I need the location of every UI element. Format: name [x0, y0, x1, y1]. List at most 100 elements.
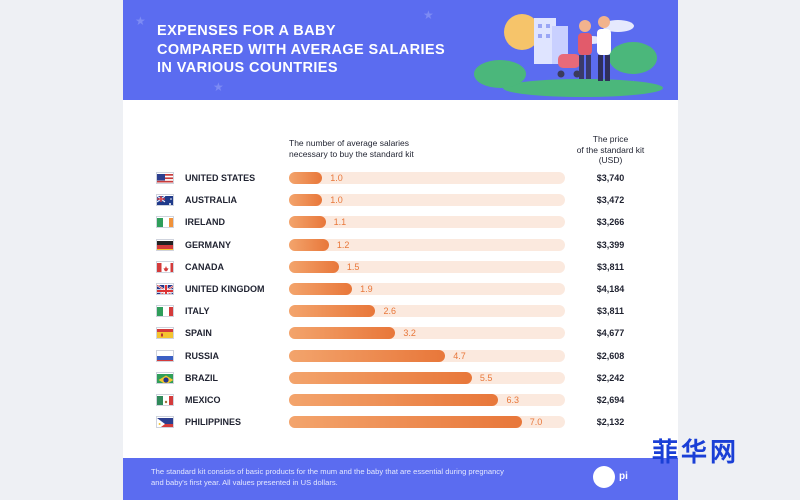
chart-row: IRELAND 1.1 $3,266: [123, 211, 678, 233]
price-header-line: The price: [592, 134, 629, 144]
flag-icon: [156, 260, 174, 273]
country-label: BRAZIL: [185, 372, 218, 383]
family-illustration: [474, 14, 663, 97]
footnote-line: The standard kit consists of basic produ…: [151, 467, 504, 476]
footnote-line: and baby's first year. All values presen…: [151, 477, 338, 487]
bar: [289, 371, 472, 384]
bar-track: [289, 238, 565, 251]
country-label: SPAIN: [185, 328, 212, 339]
flag-icon: [156, 305, 174, 318]
watermark-text: 菲华网: [652, 438, 740, 468]
bar: [289, 394, 499, 406]
country-label: GERMANY: [185, 239, 232, 250]
star-icon: ★: [213, 80, 224, 94]
country-label: MEXICO: [185, 395, 221, 405]
bar-value-label: 5.5: [479, 372, 493, 383]
price-label: $3,472: [596, 195, 625, 206]
price-label: $3,740: [596, 173, 625, 183]
price-header-line: of the standard kit: [576, 144, 645, 155]
bar-value-label: 4.7: [453, 350, 466, 361]
price-label: $3,399: [596, 239, 625, 250]
price-label: $3,811: [596, 306, 625, 317]
star-icon: ★: [423, 8, 434, 22]
bar-track: [289, 283, 565, 295]
country-label: ITALY: [185, 306, 210, 317]
flag-icon: [156, 371, 174, 384]
price-label: $2,694: [596, 395, 625, 405]
country-label: CANADA: [185, 261, 224, 272]
bar-value-label: 1.9: [360, 284, 373, 294]
bar-track: [289, 260, 565, 273]
chart-row: BRAZIL 5.5 $2,242: [123, 367, 678, 389]
flag-icon: [156, 172, 174, 184]
bar: [289, 172, 323, 184]
bars-header-line: The number of average salaries: [289, 138, 410, 148]
star-icon: ★: [135, 14, 146, 28]
flag-icon: [156, 194, 174, 207]
flag-icon: [156, 349, 174, 362]
flag-icon: [156, 327, 174, 340]
flag-icon: [156, 238, 174, 251]
bar: [289, 349, 446, 362]
bars-header-line: necessary to buy the standard kit: [289, 148, 414, 159]
country-label: PHILIPPINES: [185, 417, 242, 428]
chart-row: AUSTRALIA 1.0 $3,472: [123, 189, 678, 211]
chart-row: RUSSIA 4.7 $2,608: [123, 345, 678, 367]
chart-row: CANADA 1.5 $3,811: [123, 256, 678, 278]
bar-value-label: 1.1: [333, 217, 347, 228]
chart-row: MEXICO 6.3 $2,694: [123, 389, 678, 411]
chart-row: GERMANY 1.2 $3,399: [123, 234, 678, 256]
bar-value-label: 1.0: [330, 195, 343, 206]
bar: [289, 283, 353, 295]
country-label: UNITED STATES: [185, 173, 256, 183]
flag-icon: [156, 394, 174, 406]
price-label: $2,242: [596, 372, 625, 383]
chart-row: ITALY 2.6 $3,811: [123, 300, 678, 322]
flag-icon: [156, 416, 174, 429]
bar: [289, 194, 323, 207]
bar-track: [289, 216, 565, 229]
chart-row: PHILIPPINES 7.0 $2,132: [123, 411, 678, 433]
bar-track: [289, 172, 565, 184]
chart-title: EXPENSES FOR A BABY COMPARED WITH AVERAG…: [157, 22, 497, 78]
bar-value-label: 1.2: [336, 239, 350, 250]
site-watermark: 菲华网: [628, 420, 800, 500]
price-label: $3,811: [596, 261, 625, 272]
country-label: IRELAND: [185, 217, 225, 228]
chart-row: UNITED KINGDOM 1.9 $4,184: [123, 278, 678, 300]
country-label: AUSTRALIA: [185, 195, 237, 206]
bar: [289, 260, 339, 273]
bar-value-label: 6.3: [506, 395, 519, 405]
flag-icon: [156, 216, 174, 229]
bar-value-label: 1.5: [346, 261, 360, 272]
chart-row: SPAIN 3.2 $4,677: [123, 322, 678, 344]
bar: [289, 416, 522, 429]
title-line: COMPARED WITH AVERAGE SALARIES: [157, 41, 446, 58]
bar-track: [289, 194, 565, 207]
bar-value-label: 7.0: [529, 417, 543, 428]
footer-banner: The standard kit consists of basic produ…: [123, 458, 678, 500]
header-banner: ★ ★ ★ ★ EXPENSES FOR A BABY COMPARED WIT…: [123, 0, 678, 100]
infographic-card: ★ ★ ★ ★ EXPENSES FOR A BABY COMPARED WIT…: [123, 0, 678, 500]
bar: [289, 305, 376, 318]
footnote: The standard kit consists of basic produ…: [151, 467, 571, 488]
bar: [289, 216, 326, 229]
brand-text: pi: [619, 471, 628, 482]
bar-value-label: 2.6: [383, 306, 396, 317]
price-label: $3,266: [596, 217, 625, 228]
title-line: IN VARIOUS COUNTRIES: [157, 60, 338, 76]
price-header-line: (USD): [598, 155, 623, 165]
bar: [289, 238, 329, 251]
bar-value-label: 3.2: [403, 328, 416, 339]
price-label: $2,608: [596, 350, 625, 361]
country-label: RUSSIA: [185, 350, 220, 361]
bar-value-label: 1.0: [330, 173, 343, 183]
flag-icon: [156, 283, 174, 295]
price-column-header: The price of the standard kit (USD): [563, 134, 658, 166]
price-label: $4,184: [596, 284, 625, 294]
country-label: UNITED KINGDOM: [185, 284, 265, 294]
price-label: $2,132: [596, 417, 625, 428]
chart-row: UNITED STATES 1.0 $3,740: [123, 167, 678, 189]
title-line: EXPENSES FOR A BABY: [157, 23, 336, 39]
brand-logo-icon: [593, 466, 615, 488]
